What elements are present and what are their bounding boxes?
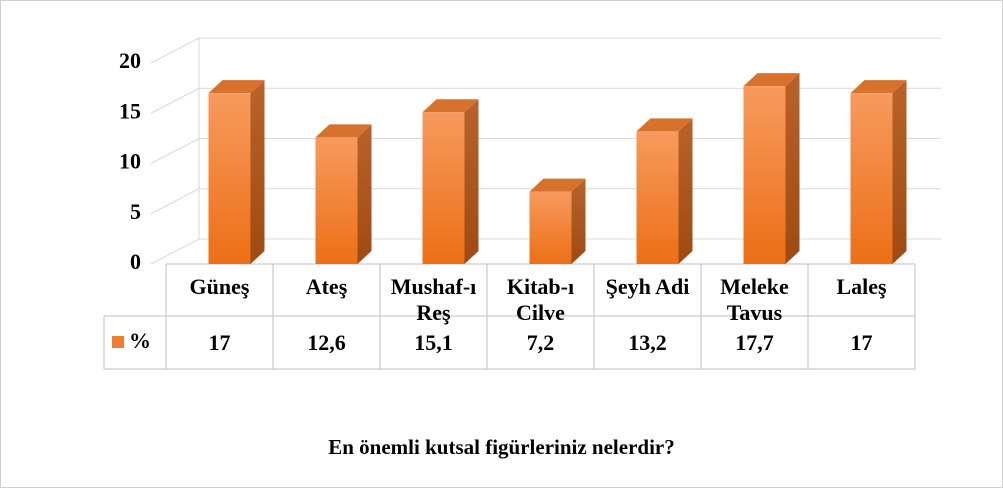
bar-top bbox=[743, 73, 800, 87]
data-label: 17 bbox=[208, 329, 231, 355]
grid-line bbox=[150, 87, 941, 114]
x-tick-label: Mushaf-ı Reş bbox=[390, 274, 477, 325]
data-label: 12,6 bbox=[307, 329, 346, 355]
bar-side bbox=[785, 73, 800, 265]
data-label: 13,2 bbox=[628, 329, 667, 355]
bar-side bbox=[464, 99, 479, 265]
x-tick-label: Güneş bbox=[189, 274, 250, 299]
y-tick-label: 0 bbox=[130, 249, 141, 274]
bar-top bbox=[850, 80, 907, 94]
y-tick-label: 5 bbox=[130, 199, 141, 224]
bar bbox=[529, 191, 572, 264]
data-label: 7,2 bbox=[526, 329, 555, 355]
x-tick-label: Meleke Tavus bbox=[720, 274, 789, 325]
bar bbox=[208, 93, 251, 265]
bar-side bbox=[357, 124, 372, 265]
bar-side bbox=[571, 178, 586, 264]
bar bbox=[743, 86, 786, 265]
bar-side bbox=[678, 118, 693, 264]
bar-top bbox=[208, 80, 265, 94]
bar bbox=[422, 112, 465, 265]
bar bbox=[315, 137, 358, 264]
bar-top bbox=[422, 99, 479, 113]
data-label: 15,1 bbox=[414, 329, 453, 355]
bar-side bbox=[892, 80, 907, 265]
legend-label: % bbox=[129, 328, 151, 353]
legend-swatch bbox=[112, 336, 124, 348]
x-tick-label: Ateş bbox=[305, 274, 348, 299]
x-tick-label: Şeyh Adi bbox=[605, 274, 690, 299]
data-label: 17 bbox=[850, 329, 873, 355]
bar bbox=[850, 93, 893, 265]
data-label: 17,7 bbox=[735, 329, 774, 355]
y-tick-label: 15 bbox=[119, 98, 141, 123]
bar-side bbox=[250, 80, 265, 265]
x-tick-label: Laleş bbox=[836, 274, 887, 299]
grid-line bbox=[150, 37, 941, 64]
y-tick-label: 10 bbox=[119, 149, 141, 174]
x-tick-label: Kitab-ı Cilve bbox=[506, 274, 575, 325]
bar bbox=[636, 131, 679, 264]
y-tick-label: 20 bbox=[119, 48, 141, 73]
chart-title: En önemli kutsal figürleriniz nelerdir? bbox=[328, 435, 675, 459]
grid-line bbox=[150, 138, 941, 164]
bar-top bbox=[315, 124, 372, 138]
bar-top bbox=[636, 118, 693, 132]
bar-top bbox=[529, 178, 586, 192]
